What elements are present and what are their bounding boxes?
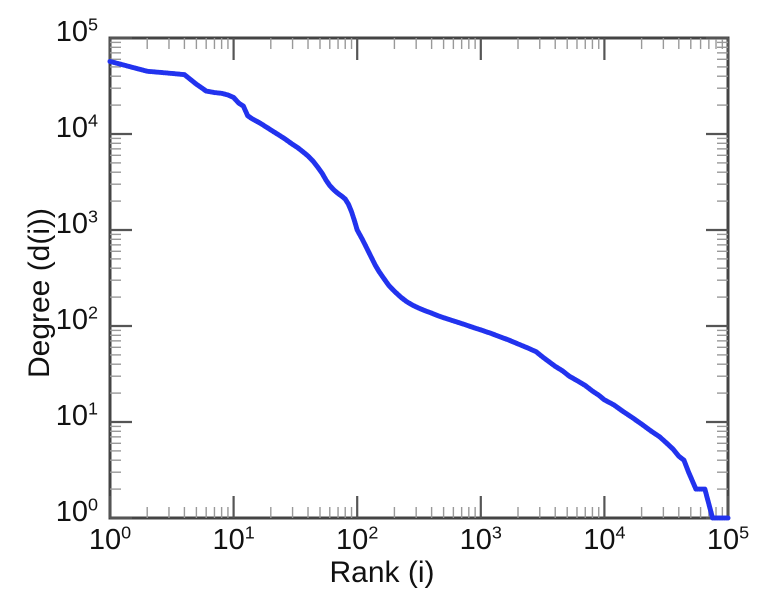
- y-tick-label-100: 102: [55, 302, 98, 336]
- x-tick-label-10: 101: [212, 522, 255, 556]
- x-tick-label-1000: 103: [459, 522, 502, 556]
- y-tick-label-1000: 103: [55, 206, 98, 240]
- axes-frame: [108, 36, 730, 520]
- y-tick-label-100000: 105: [55, 14, 98, 48]
- data-series-degree-rank: [107, 58, 731, 521]
- y-tick-label-10: 101: [55, 398, 98, 432]
- y-tick-label-1: 100: [55, 494, 98, 528]
- y-tick-label-10000: 104: [55, 110, 98, 144]
- y-axis-label: Degree (d(i)): [23, 207, 56, 379]
- x-tick-label-100000: 105: [706, 522, 750, 556]
- axis-ticks: [108, 36, 730, 520]
- x-tick-label-10000: 104: [583, 522, 626, 556]
- x-tick-label-100: 102: [336, 522, 379, 556]
- x-tick-label-1: 100: [88, 522, 132, 556]
- x-axis-label: Rank (i): [329, 556, 435, 589]
